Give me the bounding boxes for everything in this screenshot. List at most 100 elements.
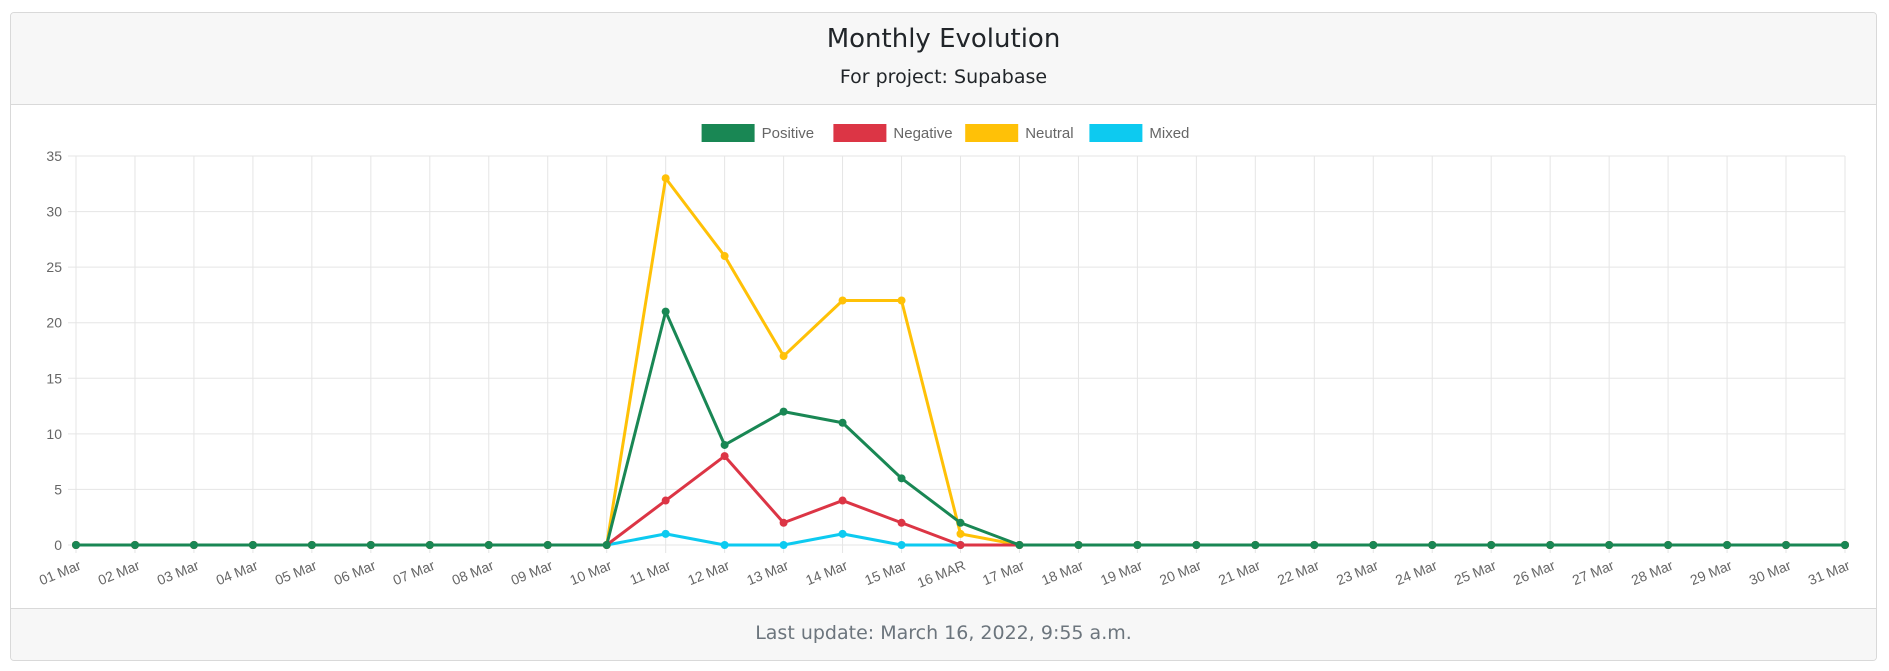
data-point-positive[interactable] (248, 541, 257, 549)
data-point-positive[interactable] (956, 518, 965, 527)
data-point-neutral[interactable] (956, 529, 965, 538)
legend-item-positive[interactable]: Positive (701, 124, 815, 142)
x-tick-label: 24 Mar (1393, 557, 1440, 588)
x-tick-label: 25 Mar (1452, 557, 1499, 588)
chart-card: Monthly Evolution For project: Supabase … (10, 12, 1877, 661)
x-tick-label: 17 Mar (980, 557, 1027, 588)
data-point-neutral[interactable] (779, 352, 788, 361)
data-point-positive[interactable] (484, 541, 493, 549)
x-tick-label: 02 Mar (96, 557, 143, 588)
data-point-positive[interactable] (72, 541, 80, 549)
x-tick-label: 09 Mar (508, 557, 555, 588)
x-tick-label: 26 Mar (1511, 557, 1558, 588)
data-point-mixed[interactable] (661, 529, 670, 538)
legend-label: Neutral (1025, 125, 1073, 142)
data-point-positive[interactable] (1487, 541, 1496, 549)
data-point-negative[interactable] (897, 518, 906, 527)
legend: Positive Negative Neutral Mixed (701, 124, 1189, 142)
x-tick-label: 19 Mar (1098, 557, 1145, 588)
data-point-positive[interactable] (1723, 541, 1732, 549)
axes: 0 5 10 15 20 25 30 35 01 Mar 02 Mar 03 Mar 04 Mar 05… (37, 148, 1853, 591)
data-point-positive[interactable] (1133, 541, 1142, 549)
data-point-positive[interactable] (779, 407, 788, 416)
x-tick-label: 20 Mar (1157, 557, 1204, 588)
data-point-positive[interactable] (661, 307, 670, 316)
legend-swatch-positive (701, 124, 755, 142)
x-tick-label: 27 Mar (1570, 557, 1617, 588)
x-tick-label: 10 Mar (567, 557, 614, 588)
data-point-positive[interactable] (189, 541, 198, 549)
x-tick-label: 30 Mar (1747, 557, 1794, 588)
data-point-mixed[interactable] (720, 541, 729, 549)
grid (68, 155, 1846, 553)
y-tick-label: 25 (46, 259, 62, 275)
data-point-positive[interactable] (1428, 541, 1437, 549)
data-point-neutral[interactable] (897, 296, 906, 305)
data-point-positive[interactable] (543, 541, 552, 549)
legend-item-neutral[interactable]: Neutral (965, 124, 1074, 142)
data-point-positive[interactable] (130, 541, 139, 549)
x-tick-label: 06 Mar (332, 557, 379, 588)
data-point-positive[interactable] (1015, 541, 1024, 549)
data-point-positive[interactable] (897, 474, 906, 483)
data-point-positive[interactable] (1782, 541, 1791, 549)
data-point-negative[interactable] (720, 452, 729, 461)
data-point-positive[interactable] (602, 541, 611, 549)
y-tick-label: 10 (46, 426, 62, 442)
x-tick-label: 08 Mar (449, 557, 496, 588)
data-point-positive[interactable] (1310, 541, 1319, 549)
data-point-positive[interactable] (1074, 541, 1083, 549)
y-tick-label: 30 (46, 204, 62, 220)
x-tick-label: 07 Mar (391, 557, 438, 588)
data-point-negative[interactable] (661, 496, 670, 505)
x-tick-label: 05 Mar (273, 557, 320, 588)
last-update-text: Last update: March 16, 2022, 9:55 a.m. (755, 622, 1132, 644)
data-point-neutral[interactable] (661, 174, 670, 183)
data-point-mixed[interactable] (897, 541, 906, 549)
card-header: Monthly Evolution For project: Supabase (11, 13, 1876, 105)
data-point-positive[interactable] (720, 440, 729, 449)
x-tick-label: 11 Mar (627, 557, 673, 588)
x-tick-label: 31 Mar (1806, 557, 1853, 588)
y-tick-label: 35 (46, 148, 62, 164)
data-point-positive[interactable] (1192, 541, 1201, 549)
data-point-mixed[interactable] (779, 541, 788, 549)
data-point-positive[interactable] (838, 418, 847, 427)
y-tick-label: 0 (54, 537, 62, 553)
data-point-mixed[interactable] (838, 529, 847, 538)
data-point-positive[interactable] (1841, 541, 1849, 549)
project-subtitle: For project: Supabase (839, 66, 1048, 88)
x-tick-label: 01 Mar (37, 557, 84, 588)
data-point-positive[interactable] (307, 541, 316, 549)
data-point-neutral[interactable] (838, 296, 847, 305)
data-point-negative[interactable] (838, 496, 847, 505)
data-point-positive[interactable] (425, 541, 434, 549)
x-tick-label: 12 Mar (685, 557, 732, 588)
series (72, 174, 1849, 549)
data-point-positive[interactable] (1251, 541, 1260, 549)
data-point-positive[interactable] (1369, 541, 1378, 549)
legend-item-mixed[interactable]: Mixed (1089, 124, 1189, 142)
data-point-positive[interactable] (1546, 541, 1555, 549)
data-point-positive[interactable] (366, 541, 375, 549)
chart-title: Monthly Evolution (826, 24, 1061, 54)
legend-label: Positive (762, 125, 815, 142)
x-tick-label: 22 Mar (1275, 557, 1322, 588)
x-tick-label: 03 Mar (155, 557, 202, 588)
legend-item-negative[interactable]: Negative (833, 124, 953, 142)
legend-swatch-mixed (1089, 124, 1143, 142)
legend-label: Negative (893, 125, 952, 142)
data-point-negative[interactable] (956, 541, 965, 549)
y-tick-label: 15 (46, 370, 62, 386)
data-point-neutral[interactable] (720, 252, 729, 261)
x-tick-label: 18 Mar (1039, 557, 1086, 588)
x-tick-label: 23 Mar (1334, 557, 1381, 588)
data-point-positive[interactable] (1605, 541, 1614, 549)
data-point-positive[interactable] (1664, 541, 1673, 549)
x-tick-label: 21 Mar (1216, 557, 1263, 588)
x-tick-label: 29 Mar (1688, 557, 1735, 588)
data-point-negative[interactable] (779, 518, 788, 527)
x-tick-label: 14 Mar (803, 557, 850, 588)
x-tick-label: 16 MAR (915, 557, 968, 591)
y-tick-label: 5 (54, 481, 62, 497)
